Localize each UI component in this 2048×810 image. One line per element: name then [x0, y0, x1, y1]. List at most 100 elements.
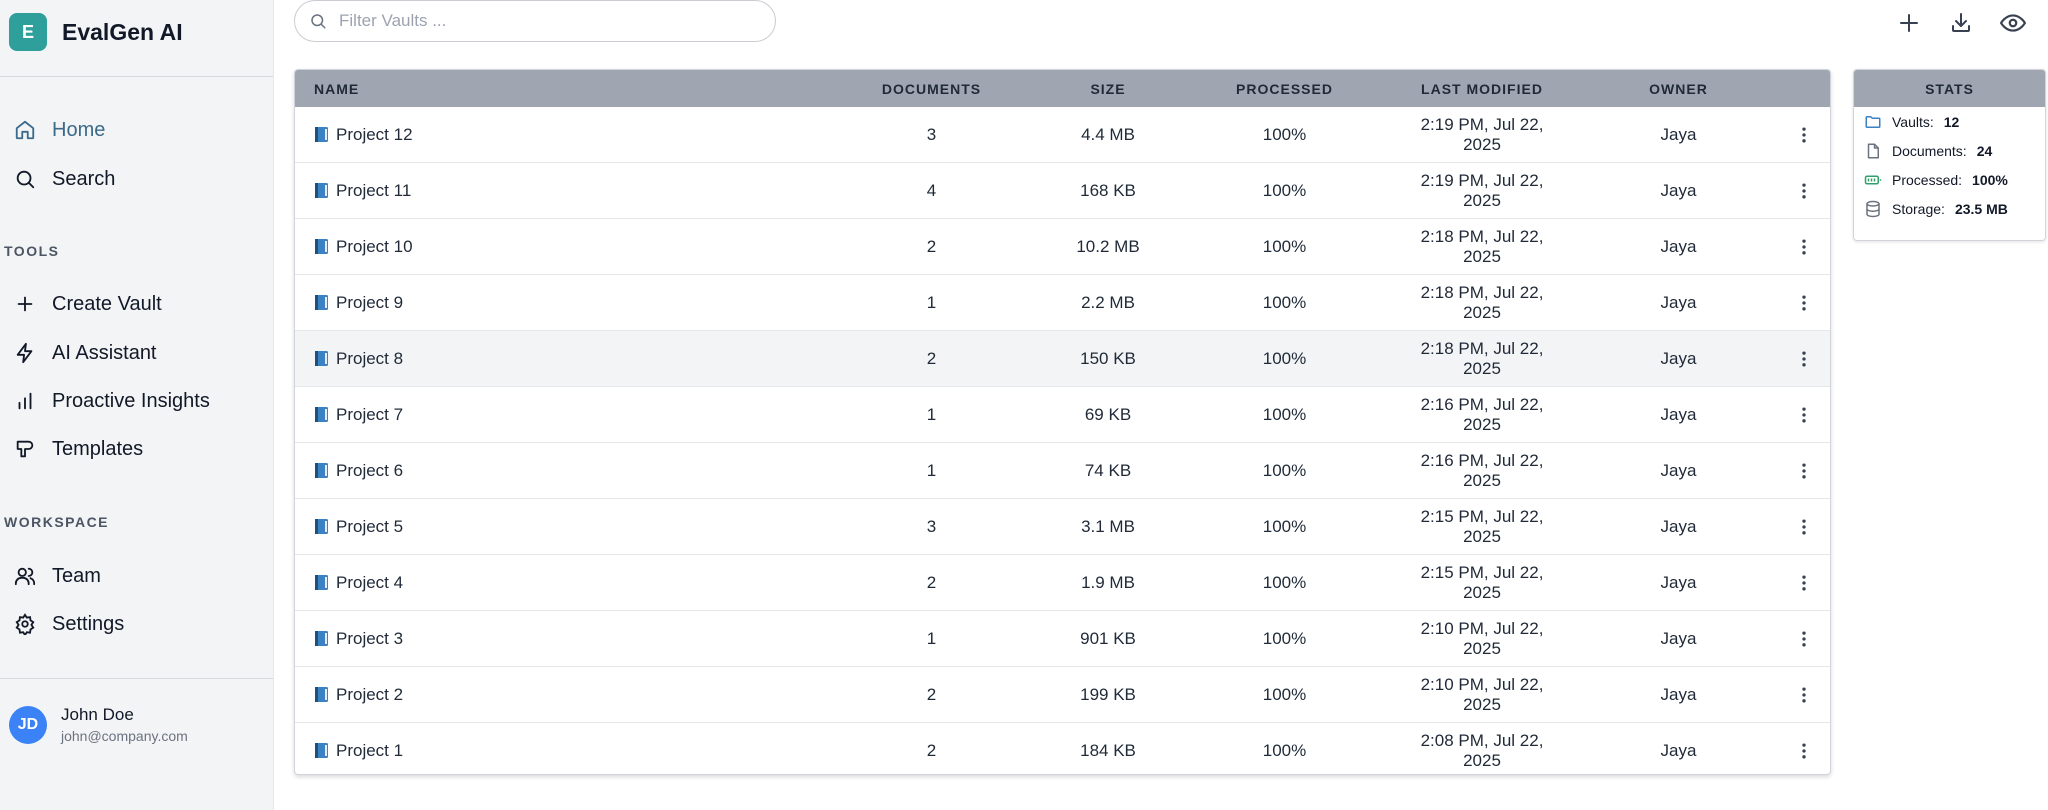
vault-name[interactable]: Project 7	[336, 404, 404, 424]
book-icon	[314, 686, 330, 703]
row-actions-button[interactable]	[1794, 293, 1830, 313]
cell-name: Project 10	[295, 237, 815, 257]
nav-item-settings[interactable]: Settings	[12, 604, 124, 644]
cell-documents: 2	[926, 348, 937, 368]
vault-name[interactable]: Project 11	[336, 180, 412, 200]
cell-size: 4.4 MB	[1081, 124, 1135, 144]
stat-label: Documents:	[1892, 142, 1967, 159]
table-row[interactable]: Project 9 1 2.2 MB 100% 2:18 PM, Jul 22, 202…	[295, 274, 1830, 330]
vault-name[interactable]: Project 5	[336, 516, 404, 536]
book-icon	[314, 126, 330, 143]
filter-vaults-input[interactable]	[337, 10, 741, 32]
stat-value: 100%	[1972, 171, 2008, 188]
cell-size: 168 KB	[1080, 180, 1136, 200]
row-actions-button[interactable]	[1794, 741, 1830, 761]
vault-name[interactable]: Project 6	[336, 460, 404, 480]
column-header-documents[interactable]: DOCUMENTS	[881, 80, 982, 97]
row-actions-button[interactable]	[1794, 629, 1830, 649]
table-row[interactable]: Project 3 1 901 KB 100% 2:10 PM, Jul 22, 202…	[295, 610, 1830, 666]
table-row[interactable]: Project 1 2 184 KB 100% 2:08 PM, Jul 22, 202…	[295, 722, 1830, 774]
table-row[interactable]: Project 11 4 168 KB 100% 2:19 PM, Jul 22, 20…	[295, 162, 1830, 218]
cell-last-modified: 2:16 PM, Jul 22, 2025	[1420, 450, 1544, 490]
nav-label: AI Assistant	[52, 341, 157, 364]
vault-name[interactable]: Project 3	[336, 628, 404, 648]
table-header: NAME DOCUMENTS SIZE PROCESSED LAST MODIF…	[295, 70, 1830, 107]
row-actions-button[interactable]	[1794, 461, 1830, 481]
book-icon	[314, 406, 330, 423]
vault-name[interactable]: Project 10	[336, 236, 413, 256]
row-actions-button[interactable]	[1794, 181, 1830, 201]
cell-name: Project 5	[295, 517, 815, 537]
vault-name[interactable]: Project 4	[336, 572, 404, 592]
cell-last-modified: 2:19 PM, Jul 22, 2025	[1420, 170, 1544, 210]
vault-name[interactable]: Project 2	[336, 684, 404, 704]
table-row[interactable]: Project 6 1 74 KB 100% 2:16 PM, Jul 22, 2025…	[295, 442, 1830, 498]
nav-item-ai-assistant[interactable]: AI Assistant	[12, 333, 157, 373]
book-icon	[314, 182, 330, 199]
cell-size: 10.2 MB	[1076, 236, 1140, 256]
row-actions-button[interactable]	[1794, 573, 1830, 593]
cell-processed: 100%	[1262, 292, 1307, 312]
cell-documents: 3	[926, 516, 937, 536]
nav-item-create-vault[interactable]: Create Vault	[12, 284, 162, 324]
table-row[interactable]: Project 10 2 10.2 MB 100% 2:18 PM, Jul 22, 2…	[295, 218, 1830, 274]
more-vertical-icon	[1802, 631, 1806, 646]
table-row[interactable]: Project 4 2 1.9 MB 100% 2:15 PM, Jul 22, 202…	[295, 554, 1830, 610]
cell-last-modified: 2:18 PM, Jul 22, 2025	[1420, 338, 1544, 378]
cell-processed: 100%	[1262, 684, 1307, 704]
row-actions-button[interactable]	[1794, 349, 1830, 369]
vault-name[interactable]: Project 12	[336, 124, 413, 144]
download-button[interactable]	[1946, 8, 1976, 38]
sidebar-divider	[0, 76, 273, 77]
cell-last-modified: 2:15 PM, Jul 22, 2025	[1420, 506, 1544, 546]
stats-panel: STATS Vaults: 12 Documents: 24 Processed…	[1853, 69, 2046, 241]
cell-owner: Jaya	[1660, 124, 1697, 144]
column-header-owner[interactable]: OWNER	[1649, 80, 1708, 97]
filter-vaults-search[interactable]	[294, 0, 776, 42]
cell-size: 199 KB	[1080, 684, 1136, 704]
row-actions-button[interactable]	[1794, 517, 1830, 537]
vault-name[interactable]: Project 9	[336, 292, 404, 312]
app-name: EvalGen AI	[62, 18, 183, 45]
section-label-tools: TOOLS	[4, 243, 60, 259]
cell-owner: Jaya	[1660, 348, 1697, 368]
cell-owner: Jaya	[1660, 404, 1697, 424]
bar-chart-icon	[12, 388, 38, 414]
add-vault-button[interactable]	[1894, 8, 1924, 38]
column-header-name[interactable]: NAME	[314, 80, 360, 97]
nav-item-proactive-insights[interactable]: Proactive Insights	[12, 381, 210, 421]
nav-item-templates[interactable]: Templates	[12, 429, 143, 469]
sidebar: E EvalGen AI Home Search TOOLS Create Va…	[0, 0, 274, 810]
plus-icon	[12, 291, 38, 317]
table-body: Project 12 3 4.4 MB 100% 2:19 PM, Jul 22, 20…	[295, 107, 1830, 774]
download-icon	[1952, 13, 1970, 32]
cell-name: Project 4	[295, 573, 815, 593]
table-row[interactable]: Project 5 3 3.1 MB 100% 2:15 PM, Jul 22, 202…	[295, 498, 1830, 554]
nav-item-team[interactable]: Team	[12, 556, 101, 596]
book-icon	[314, 294, 330, 311]
table-row[interactable]: Project 12 3 4.4 MB 100% 2:19 PM, Jul 22, 20…	[295, 107, 1830, 162]
row-actions-button[interactable]	[1794, 685, 1830, 705]
user-profile[interactable]: JD John Doe john@company.com	[9, 705, 188, 744]
more-vertical-icon	[1802, 575, 1806, 590]
table-row[interactable]: Project 7 1 69 KB 100% 2:16 PM, Jul 22, 2025…	[295, 386, 1830, 442]
row-actions-button[interactable]	[1794, 405, 1830, 425]
view-button[interactable]	[1998, 8, 2028, 38]
column-header-last-modified[interactable]: LAST MODIFIED	[1421, 80, 1543, 97]
cell-name: Project 11	[295, 181, 815, 201]
folder-icon	[1865, 115, 1881, 128]
column-header-processed[interactable]: PROCESSED	[1236, 80, 1333, 97]
column-header-size[interactable]: SIZE	[1090, 80, 1126, 97]
vault-name[interactable]: Project 1	[336, 740, 404, 760]
table-row[interactable]: Project 2 2 199 KB 100% 2:10 PM, Jul 22, 202…	[295, 666, 1830, 722]
stat-processed: Processed: 100%	[1854, 165, 2045, 194]
nav-item-search[interactable]: Search	[12, 159, 115, 199]
vault-name[interactable]: Project 8	[336, 348, 404, 368]
table-row[interactable]: Project 8 2 150 KB 100% 2:18 PM, Jul 22, 202…	[295, 330, 1830, 386]
nav-label: Settings	[52, 612, 125, 635]
cell-name: Project 6	[295, 461, 815, 481]
brand[interactable]: E EvalGen AI	[9, 13, 183, 51]
row-actions-button[interactable]	[1794, 125, 1830, 145]
row-actions-button[interactable]	[1794, 237, 1830, 257]
nav-item-home[interactable]: Home	[12, 110, 105, 150]
